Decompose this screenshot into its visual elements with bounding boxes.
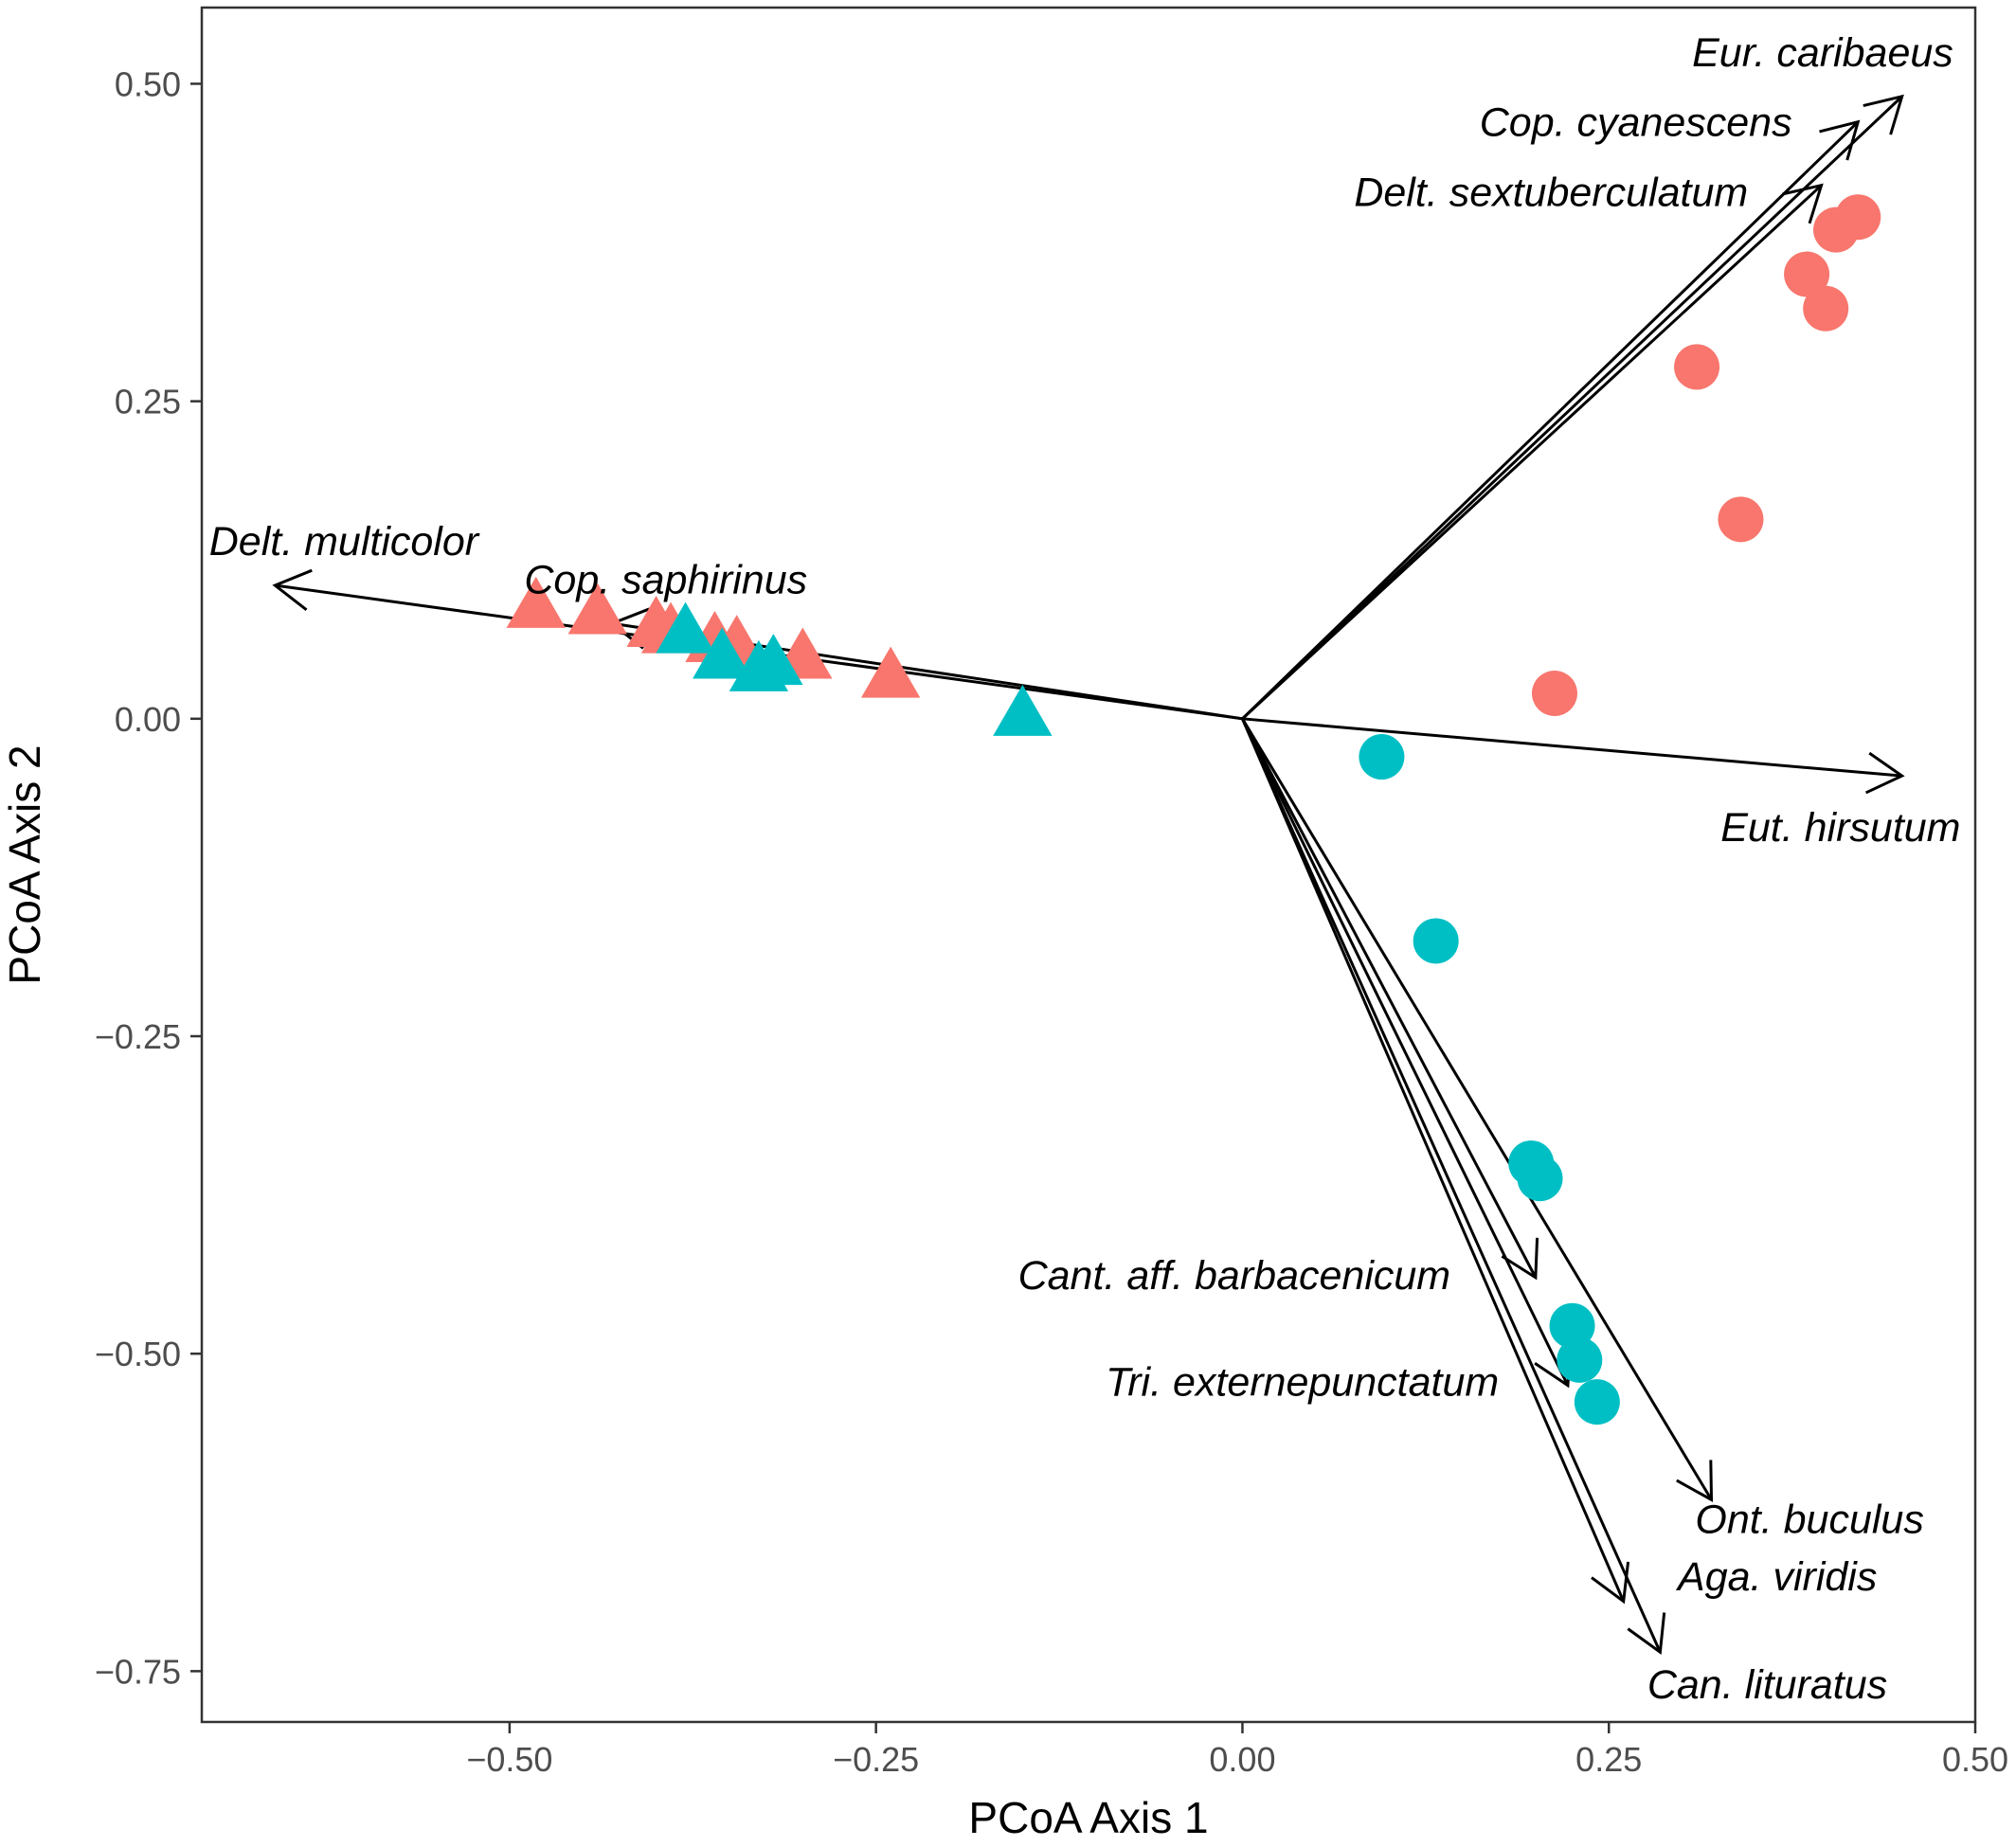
vector-label: Cop. cyanescens <box>1480 100 1792 146</box>
vector-label: Tri. externepunctatum <box>1106 1360 1499 1406</box>
y-tick-label: 0.25 <box>115 383 181 421</box>
data-point-circle <box>1517 1156 1563 1202</box>
x-tick-label: 0.00 <box>1209 1740 1275 1779</box>
data-point-circle <box>1549 1302 1595 1349</box>
data-point-circle <box>1531 671 1577 716</box>
data-point-circle <box>1574 1379 1620 1426</box>
y-tick-label: −0.25 <box>95 1017 181 1056</box>
x-tick-label: −0.25 <box>833 1740 919 1779</box>
vector-arrowhead <box>1501 1237 1539 1281</box>
vector-shaft <box>1241 718 1570 1387</box>
vector-shaft <box>1241 95 1903 720</box>
vector-arrow <box>1241 183 1824 720</box>
vector-shaft <box>1241 718 1662 1653</box>
points-layer <box>506 194 1881 1426</box>
data-point-circle <box>1813 206 1860 253</box>
data-point-circle <box>1803 285 1849 332</box>
vector-arrow <box>1241 94 1904 720</box>
y-tick-label: 0.00 <box>115 700 181 739</box>
vector-arrow <box>1242 717 1905 795</box>
y-tick-label: −0.75 <box>95 1652 181 1691</box>
vector-label: Eut. hirsutum <box>1720 805 1960 851</box>
x-axis-title: PCoA Axis 1 <box>968 1793 1208 1842</box>
vector-label: Ont. buculus <box>1695 1497 1923 1542</box>
vector-arrow <box>1241 718 1666 1655</box>
vector-arrow <box>1241 119 1861 720</box>
vector-shaft <box>1241 184 1823 720</box>
y-axis-title: PCoA Axis 2 <box>0 744 49 984</box>
vector-shaft <box>1241 718 1626 1603</box>
panel-border <box>200 6 1977 1724</box>
data-point-triangle <box>693 627 752 679</box>
data-point-circle <box>1413 918 1459 964</box>
vector-label: Cant. aff. barbacenicum <box>1018 1253 1451 1299</box>
vector-arrow <box>1241 718 1714 1502</box>
data-point-triangle <box>567 583 627 635</box>
data-point-circle <box>1359 734 1405 780</box>
vector-arrowhead <box>1863 94 1904 135</box>
vector-label: Cop. saphirinus <box>524 557 807 602</box>
vector-labels-layer: Eur. caribaeus Cop. cyanescens Delt. sextu… <box>209 30 1961 1708</box>
data-point-circle <box>1674 344 1720 390</box>
data-point-circle <box>1718 496 1764 543</box>
data-point-triangle <box>993 684 1053 736</box>
vector-shaft <box>1242 717 1902 778</box>
x-tick-label: 0.25 <box>1575 1740 1642 1779</box>
y-tick-label: −0.50 <box>95 1335 181 1373</box>
vector-arrowhead <box>1819 119 1861 161</box>
vector-arrow <box>1241 718 1539 1281</box>
data-point-triangle <box>656 601 715 654</box>
y-tick-label: 0.50 <box>115 64 181 103</box>
data-point-circle <box>1784 251 1830 297</box>
vector-label: Delt. sextuberculatum <box>1354 170 1748 215</box>
vector-shaft <box>1241 718 1713 1501</box>
data-point-triangle <box>860 646 921 698</box>
vector-arrowhead <box>1676 1460 1714 1502</box>
vector-label: Can. lituratus <box>1647 1662 1887 1708</box>
vector-arrowhead <box>1782 183 1824 224</box>
vector-arrowhead <box>272 568 313 611</box>
data-point-triangle <box>506 576 566 628</box>
vector-label: Eur. caribaeus <box>1692 30 1953 76</box>
data-point-circle <box>1557 1336 1603 1383</box>
vector-arrowhead <box>1864 751 1905 795</box>
vector-arrowhead <box>1627 1612 1666 1655</box>
data-point-triangle <box>729 639 789 691</box>
vector-label: Delt. multicolor <box>209 519 480 565</box>
vector-shaft <box>1241 718 1538 1279</box>
x-tick-label: 0.50 <box>1942 1740 2008 1779</box>
x-tick-label: −0.50 <box>466 1740 552 1779</box>
axes-layer: −0.50 −0.25 0.00 0.25 0.50 0.50 0.25 0.00 −0.25 −… <box>95 64 2008 1779</box>
vector-shaft <box>1241 120 1860 720</box>
vector-label: Aga. viridis <box>1675 1554 1877 1600</box>
